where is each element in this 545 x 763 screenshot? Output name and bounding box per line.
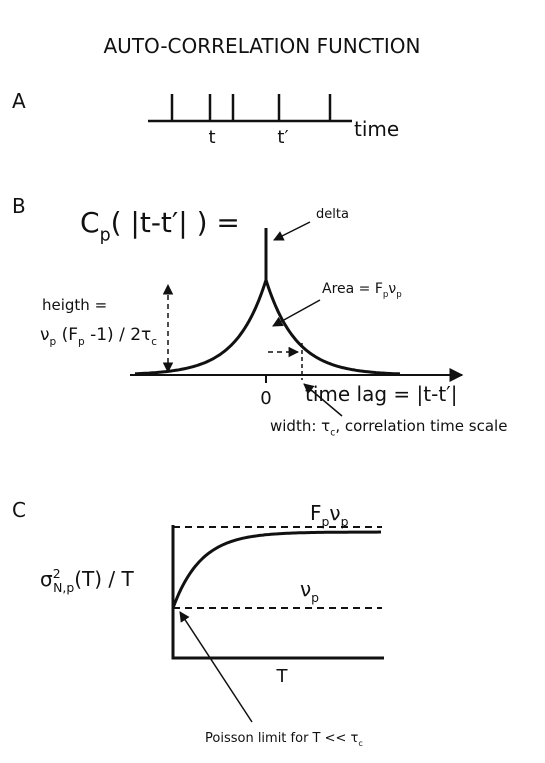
annotation: νp	[300, 577, 319, 605]
text-part: Poisson limit for T << τ	[205, 731, 359, 746]
spike-train	[148, 94, 352, 123]
text-part: ν	[329, 501, 340, 525]
text-part: -1) / 2τ	[85, 325, 152, 345]
axis-label: time	[354, 117, 399, 141]
annotation: Poisson limit for T << τc	[205, 731, 363, 748]
axis-label: σ2 N,p(T) / T	[40, 566, 134, 595]
text-part: , correlation time scale	[335, 417, 507, 435]
text-part: ν	[300, 577, 311, 601]
variance-curve	[171, 530, 381, 609]
text-part: F	[310, 501, 322, 525]
text-part: p	[311, 590, 319, 605]
text-part: ν	[40, 325, 50, 345]
text-part: ( |t-t′| ) =	[111, 206, 240, 239]
text-part: 2	[53, 566, 61, 581]
text-part: c	[330, 428, 335, 439]
text-part: σ	[40, 567, 53, 591]
tick-label: t	[208, 127, 215, 148]
panel-label: C	[12, 498, 26, 522]
axis-label: time lag = |t-t′|	[305, 382, 457, 406]
formula: Cp( |t-t′| ) =	[80, 206, 240, 245]
annotation: Area = Fpνp	[322, 281, 402, 300]
text-part: width: τ	[270, 417, 330, 435]
text-part: C	[80, 206, 100, 239]
panel-label: B	[12, 194, 26, 218]
arrow	[179, 611, 253, 723]
panel-label: A	[12, 89, 26, 113]
text-part: p	[396, 290, 402, 300]
text-part: c	[358, 739, 362, 748]
text-part: p	[100, 225, 111, 245]
text-part: p	[341, 514, 349, 529]
axis-label: T	[276, 666, 289, 687]
text-part: p	[78, 336, 85, 348]
annotation: Fpνp	[310, 501, 349, 529]
text-part: c	[151, 336, 157, 348]
tick-label: t′	[277, 127, 288, 148]
annotation: width: τc, correlation time scale	[270, 417, 507, 439]
arrow	[273, 221, 311, 241]
title: AUTO-CORRELATION FUNCTION	[104, 34, 421, 58]
text-part: N,p	[53, 580, 74, 595]
text-part: (F	[56, 325, 78, 345]
text-part: ν	[388, 281, 396, 297]
annotation: delta	[316, 207, 349, 222]
axes	[171, 525, 384, 660]
tick-label: 0	[260, 388, 271, 409]
arrow	[272, 299, 321, 327]
acf-curve	[134, 275, 401, 376]
text-part: Area = F	[322, 281, 383, 297]
arrow	[303, 383, 343, 417]
annotation: νp (Fp -1) / 2τc	[40, 325, 157, 348]
text-part: p	[383, 290, 389, 300]
text-part: (T) / T	[74, 567, 134, 591]
text-part: p	[322, 514, 330, 529]
text-part: p	[50, 336, 57, 348]
annotation: heigth =	[42, 296, 107, 314]
